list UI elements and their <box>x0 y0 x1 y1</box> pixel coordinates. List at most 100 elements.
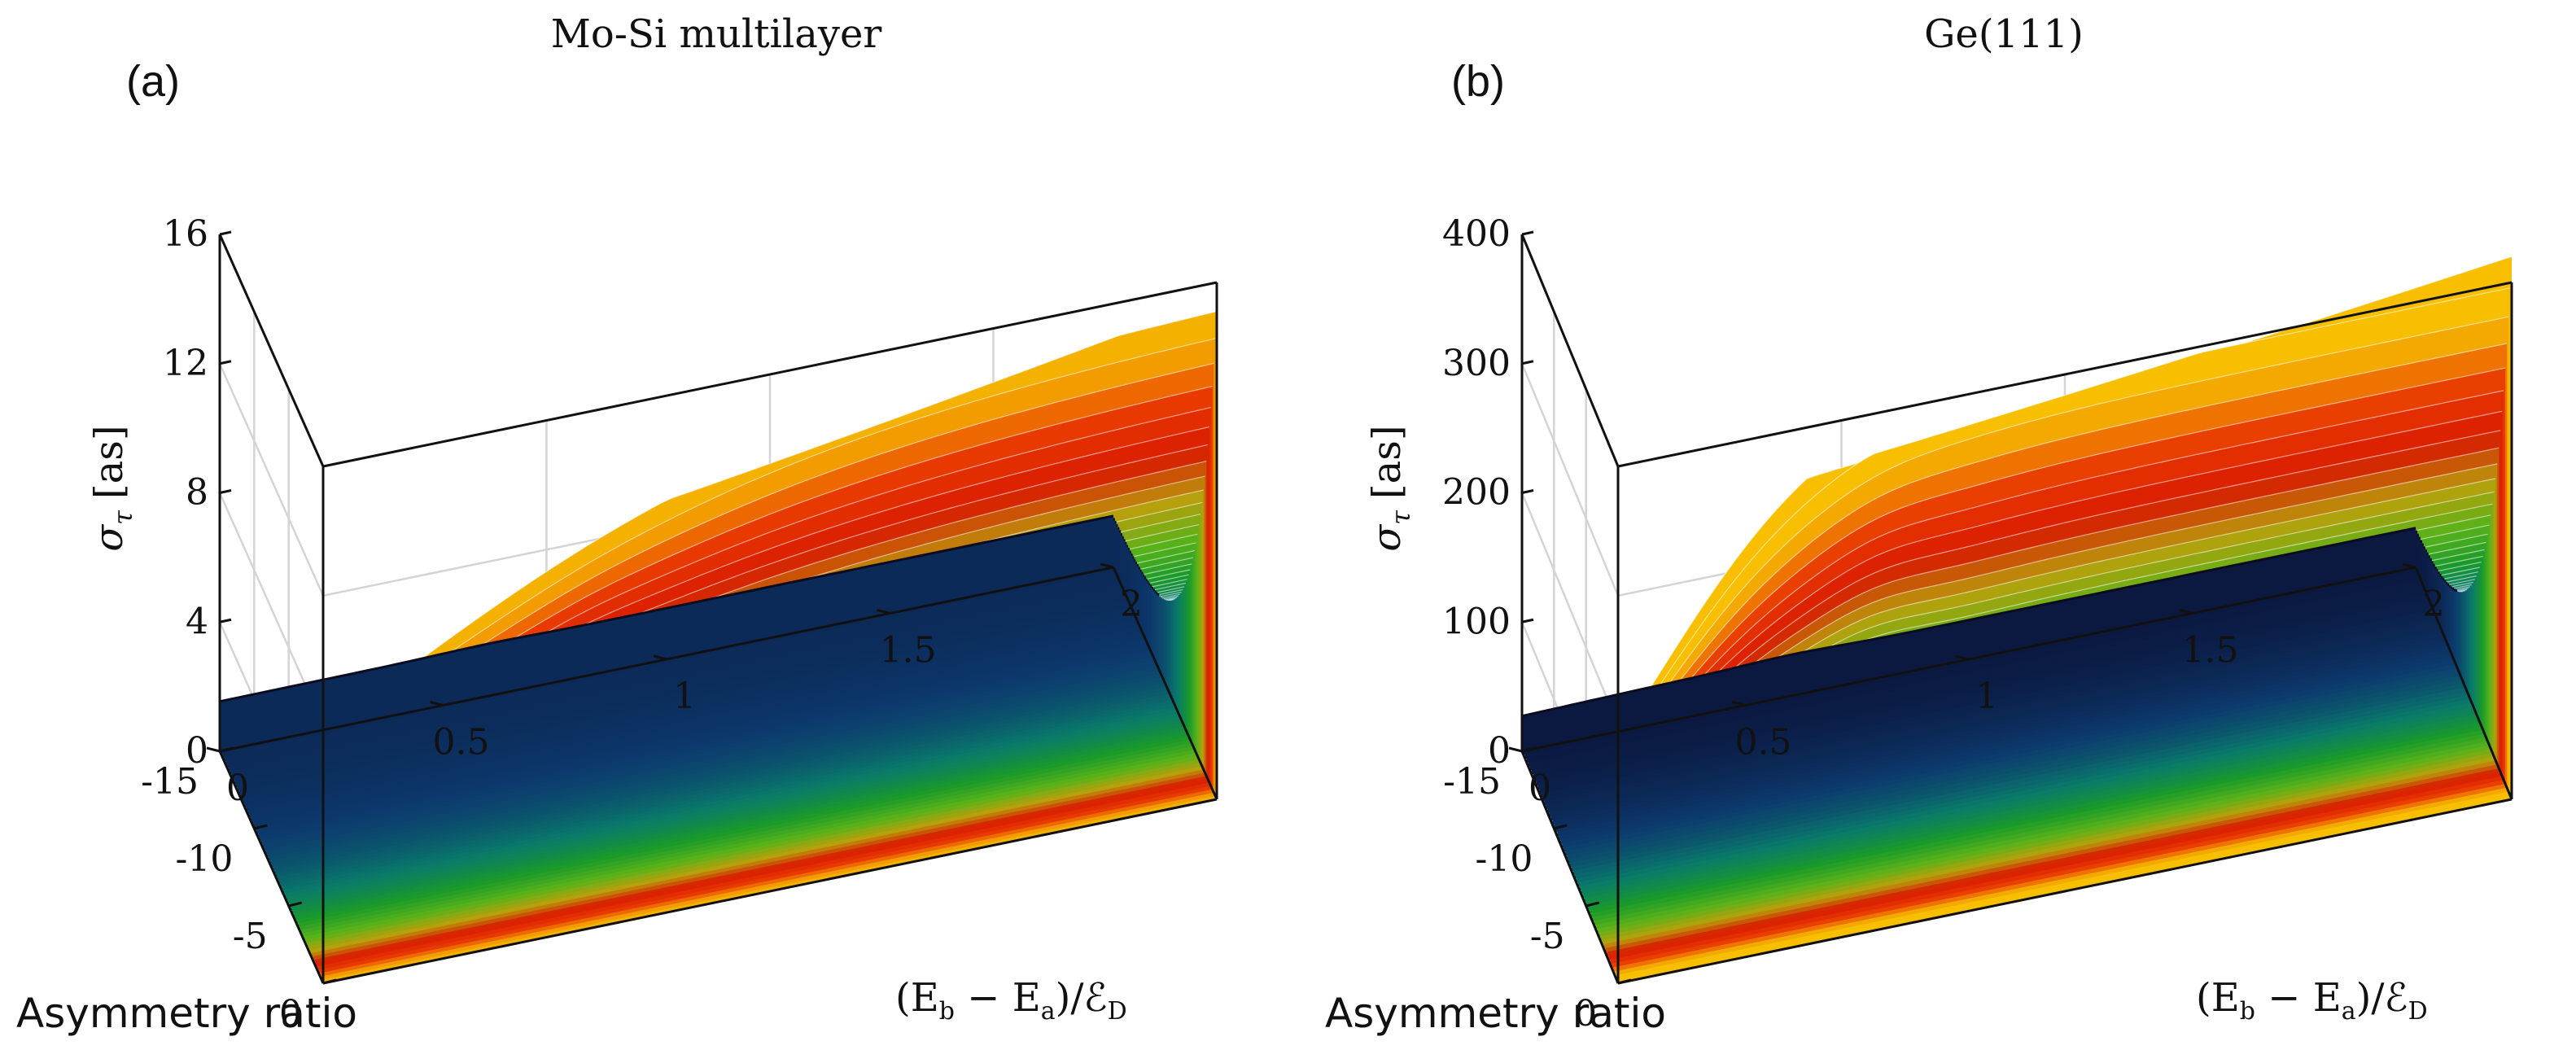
y-tick <box>322 978 337 985</box>
axis-box-edge <box>1617 281 2513 468</box>
panel-a-z-axis-unit: [as] <box>86 425 132 499</box>
x-tick <box>1508 746 1523 753</box>
panel-a-x-axis-part: b <box>939 997 955 1026</box>
y-tick-label: -5 <box>233 916 268 957</box>
axis-box-edge <box>1520 750 1620 984</box>
y-tick-label: -10 <box>175 838 233 880</box>
surface-slice <box>220 515 1113 751</box>
panel-b-y-axis-label: Asymmetry ratio <box>1325 990 1666 1037</box>
surface-trace <box>1609 390 2504 784</box>
z-tick-label: 100 <box>1442 601 1511 642</box>
x-tick-label: 0 <box>1529 768 1551 809</box>
z-tick-label: 12 <box>163 343 208 384</box>
panel-a-x-axis-part: − E <box>955 975 1041 1021</box>
y-tick <box>1521 746 1536 753</box>
axis-box-edge <box>1617 798 2513 985</box>
x-tick <box>430 701 444 706</box>
z-tick-label: 16 <box>163 213 208 255</box>
axis-box-edge <box>322 798 1218 985</box>
surface-trace <box>219 514 1114 703</box>
surface-trace <box>1607 410 2503 790</box>
y-tick-label: 0 <box>1574 993 1597 1035</box>
x-tick <box>877 609 890 615</box>
y-tick-label: -10 <box>1475 838 1533 880</box>
surface-slice <box>1522 527 2416 751</box>
y-tick <box>219 746 234 753</box>
z-tick-label: 200 <box>1442 472 1511 514</box>
x-tick-label: 0.5 <box>1735 722 1792 763</box>
x-tick-label: 0.5 <box>433 722 490 763</box>
panel-b-x-axis-part: (E <box>2196 975 2240 1021</box>
z-tick <box>219 230 232 236</box>
axis-box-edge <box>218 750 325 984</box>
x-tick <box>2179 609 2193 615</box>
panel-a-x-axis-label: (Eb − Ea)/ℰD <box>895 975 1127 1026</box>
surface-trace <box>321 338 1216 743</box>
surface-trace <box>1521 527 2416 718</box>
axis-box-edge <box>1520 234 1620 467</box>
panel-a-x-axis-part: a <box>1041 997 1056 1026</box>
x-tick-label: 0 <box>226 768 249 809</box>
axis-box-edge <box>322 281 1218 468</box>
panel-b-title: Ge(111) <box>1924 11 2084 57</box>
x-tick <box>1955 654 1970 661</box>
x-tick <box>206 746 221 753</box>
z-tick-label: 0 <box>1488 730 1511 772</box>
panel-b-z-axis-unit: [as] <box>1364 425 1410 499</box>
panel-b-x-axis-part: − E <box>2255 975 2342 1021</box>
z-tick <box>1521 230 1534 236</box>
panel-a-y-axis-label: Asymmetry ratio <box>16 990 357 1037</box>
axis-box-edge <box>1112 566 1218 800</box>
y-tick-label: -5 <box>1530 916 1565 957</box>
x-tick <box>1732 701 1746 706</box>
y-tick <box>253 824 268 830</box>
panel-a-z-axis-label: στ [as] <box>86 425 138 551</box>
x-tick-label: 1.5 <box>2182 630 2239 671</box>
panel-b-x-axis-part: )/ℰ <box>2356 975 2408 1021</box>
z-tick <box>1521 360 1534 365</box>
surface-trace <box>1606 430 2501 796</box>
x-tick <box>653 654 667 661</box>
panel-a-z-axis-subscript: τ <box>107 510 138 525</box>
z-tick <box>1521 489 1534 494</box>
z-tick <box>219 618 232 623</box>
y-tick <box>1617 978 1632 985</box>
panel-a-z-axis-symbol: σ <box>86 524 132 552</box>
x-tick-label: 1.5 <box>880 630 937 671</box>
y-tick <box>288 901 303 908</box>
x-tick-label: 1 <box>1975 676 1998 717</box>
x-tick-label: 2 <box>2422 584 2445 625</box>
axis-box-edge <box>2414 566 2513 800</box>
y-tick-label: -15 <box>141 761 199 803</box>
z-tick-label: 0 <box>186 730 208 772</box>
panel-b-label: (b) <box>1451 57 1505 106</box>
surface-trace <box>1614 316 2509 759</box>
panel-a-surface <box>219 311 1218 983</box>
panel-b-z-axis-symbol: σ <box>1364 524 1410 552</box>
panel-b-x-axis-label: (Eb − Ea)/ℰD <box>2196 975 2428 1026</box>
panel-a-x-axis-part: (E <box>895 975 939 1021</box>
panel-b-surface <box>1521 256 2513 983</box>
surface-trace <box>1612 343 2508 768</box>
y-tick-label: 0 <box>279 993 302 1035</box>
y-tick <box>1553 824 1568 830</box>
panel-a-title: Mo-Si multilayer <box>551 11 882 57</box>
panel-b-x-axis-part: b <box>2240 997 2255 1026</box>
z-tick <box>219 360 232 365</box>
axis-box-edge <box>218 234 325 467</box>
panel-b-x-axis-part: a <box>2342 997 2356 1026</box>
x-tick-label: 1 <box>673 676 696 717</box>
x-tick <box>1100 562 1114 569</box>
z-tick-label: 400 <box>1442 213 1511 255</box>
panel-a-x-axis-part: )/ℰ <box>1056 975 1108 1021</box>
panel-b-x-axis-part: D <box>2408 997 2428 1026</box>
x-tick <box>2402 562 2416 569</box>
panel-a-x-axis-part: D <box>1108 997 1127 1026</box>
y-tick <box>1585 901 1600 908</box>
z-tick-label: 8 <box>186 472 208 514</box>
